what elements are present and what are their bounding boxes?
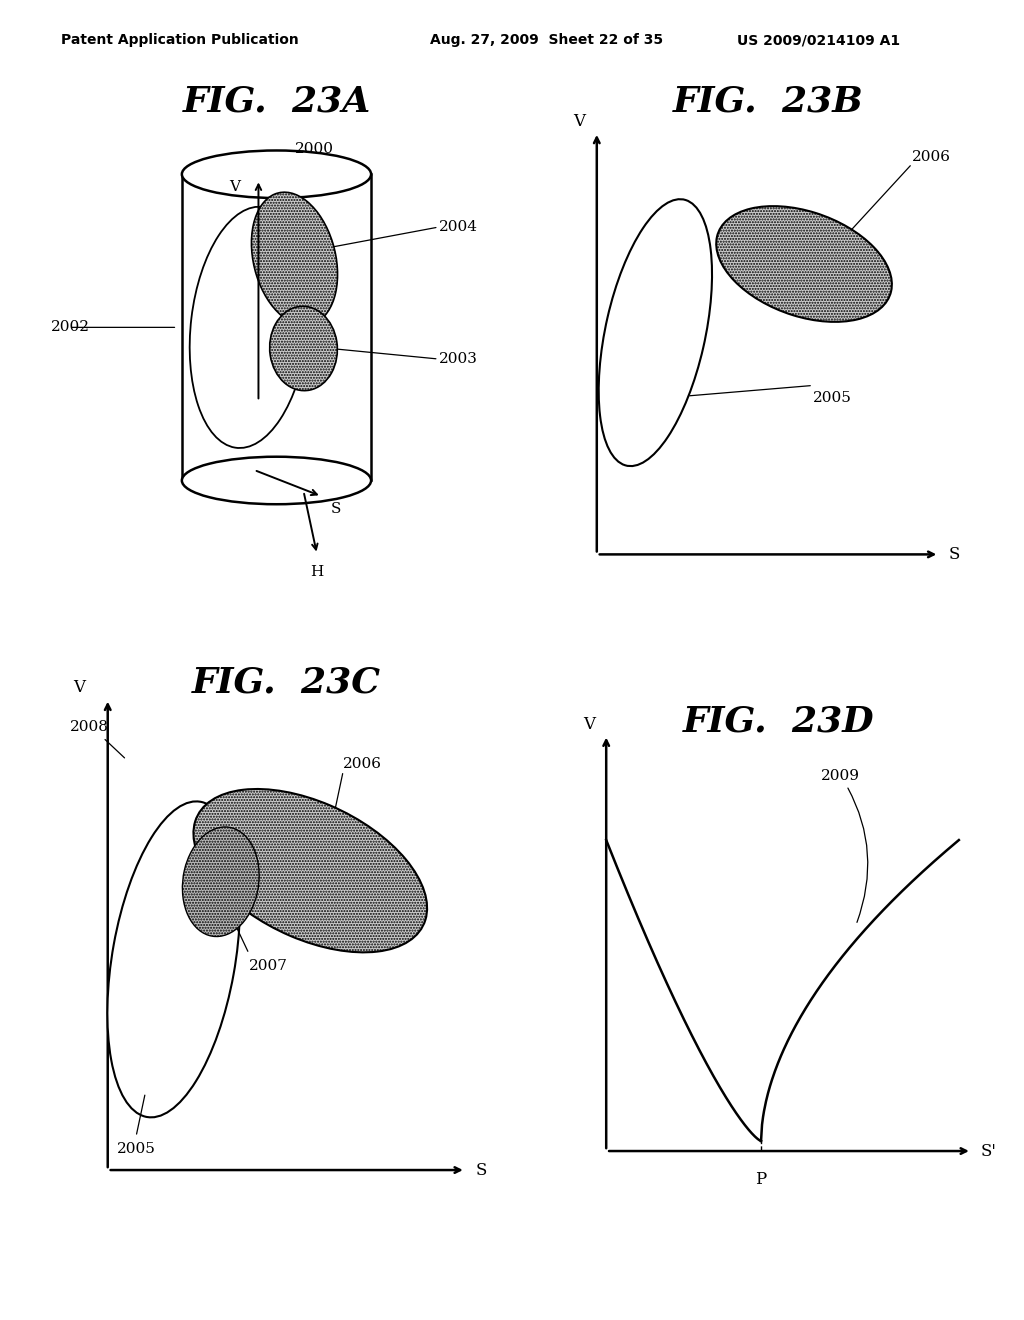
- Text: Patent Application Publication: Patent Application Publication: [61, 33, 299, 48]
- Text: FIG.  23B: FIG. 23B: [673, 84, 863, 119]
- Ellipse shape: [108, 801, 240, 1117]
- Text: FIG.  23A: FIG. 23A: [182, 84, 371, 119]
- Text: 2006: 2006: [912, 149, 951, 164]
- Text: 2005: 2005: [813, 391, 852, 405]
- Ellipse shape: [189, 207, 309, 447]
- Text: V: V: [229, 180, 241, 194]
- Text: US 2009/0214109 A1: US 2009/0214109 A1: [737, 33, 900, 48]
- Ellipse shape: [252, 193, 338, 325]
- Text: 2005: 2005: [117, 1142, 156, 1156]
- Text: P: P: [756, 1171, 767, 1188]
- Ellipse shape: [182, 457, 371, 504]
- Text: 2002: 2002: [51, 321, 90, 334]
- Ellipse shape: [182, 828, 259, 936]
- Text: 2007: 2007: [249, 960, 288, 973]
- Ellipse shape: [599, 199, 712, 466]
- Text: H: H: [310, 565, 324, 579]
- Text: 2003: 2003: [438, 352, 477, 366]
- Text: FIG.  23C: FIG. 23C: [193, 665, 381, 700]
- Text: 2009: 2009: [821, 768, 867, 923]
- Text: V: V: [74, 680, 85, 696]
- Text: S: S: [331, 502, 341, 516]
- Text: 2000: 2000: [295, 143, 334, 156]
- Text: 2004: 2004: [438, 220, 477, 234]
- Text: V: V: [583, 717, 595, 733]
- Ellipse shape: [182, 150, 371, 198]
- Text: S': S': [980, 1143, 996, 1159]
- Text: S: S: [948, 546, 959, 562]
- Text: V: V: [572, 114, 585, 129]
- Ellipse shape: [269, 306, 337, 391]
- Text: S: S: [475, 1162, 486, 1179]
- Text: Aug. 27, 2009  Sheet 22 of 35: Aug. 27, 2009 Sheet 22 of 35: [430, 33, 664, 48]
- Text: FIG.  23D: FIG. 23D: [682, 705, 874, 739]
- Ellipse shape: [716, 206, 892, 322]
- Text: 2006: 2006: [343, 756, 382, 771]
- Ellipse shape: [194, 789, 427, 952]
- Text: 2008: 2008: [70, 719, 109, 734]
